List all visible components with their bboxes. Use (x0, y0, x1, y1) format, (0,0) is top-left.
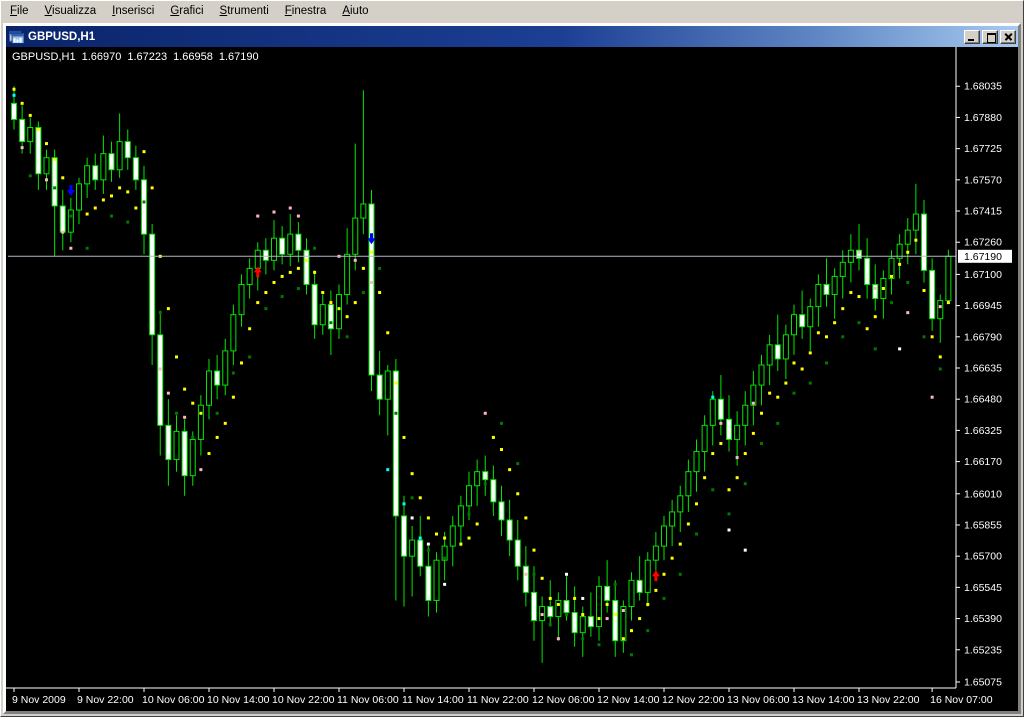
svg-text:10 Nov 22:00: 10 Nov 22:00 (272, 694, 335, 706)
svg-text:1.65235: 1.65235 (964, 644, 1002, 656)
svg-text:10 Nov 06:00: 10 Nov 06:00 (142, 694, 205, 706)
minimize-button[interactable] (964, 29, 980, 44)
svg-text:16 Nov 07:00: 16 Nov 07:00 (930, 694, 993, 706)
svg-text:1.65075: 1.65075 (964, 676, 1002, 688)
candles-group (11, 86, 952, 663)
svg-text:13 Nov 14:00: 13 Nov 14:00 (792, 694, 855, 706)
svg-text:12 Nov 06:00: 12 Nov 06:00 (532, 694, 595, 706)
quote-low: 1.66958 (173, 51, 213, 63)
svg-text:11 Nov 06:00: 11 Nov 06:00 (337, 694, 399, 706)
quote-open: 1.66970 (81, 51, 122, 63)
time-axis: 9 Nov 2009 9 Nov 22:00 10 Nov 06:00 10 Nov … (12, 688, 993, 706)
menu-bar: File Visualizza Inserisci Grafici Strume… (1, 1, 1023, 22)
price-axis: 1.68035 1.67880 1.67725 1.67570 1.67415 1.672… (956, 81, 1012, 688)
close-button[interactable] (1000, 29, 1016, 44)
ohlc-quote-line: GBPUSD,H1 1.66970 1.67223 1.66958 1.67190 (12, 51, 265, 63)
svg-text:1.67570: 1.67570 (964, 174, 1002, 186)
svg-text:1.66635: 1.66635 (964, 363, 1002, 375)
svg-text:1.66010: 1.66010 (964, 488, 1002, 500)
chart-window: GBPUSD,H1 GBPUSD,H1 1.66970 1.67223 1.66958… (3, 23, 1021, 714)
chart-window-title: GBPUSD,H1 (28, 30, 96, 43)
svg-text:1.66790: 1.66790 (964, 331, 1002, 343)
svg-text:1.67880: 1.67880 (964, 112, 1002, 124)
svg-text:12 Nov 22:00: 12 Nov 22:00 (662, 694, 725, 706)
svg-text:1.66480: 1.66480 (964, 394, 1002, 406)
quote-close: 1.67190 (218, 51, 259, 63)
svg-text:1.67100: 1.67100 (964, 269, 1002, 281)
menu-item-inserisci[interactable]: Inserisci (112, 5, 155, 17)
svg-text:13 Nov 22:00: 13 Nov 22:00 (857, 694, 920, 706)
menu-item-aiuto[interactable]: Aiuto (342, 5, 369, 17)
restore-icon (987, 32, 996, 43)
svg-text:1.65700: 1.65700 (964, 551, 1002, 563)
svg-text:1.65545: 1.65545 (964, 582, 1002, 594)
svg-text:13 Nov 06:00: 13 Nov 06:00 (727, 694, 790, 706)
indicator-dots-group (12, 87, 950, 657)
svg-text:12 Nov 14:00: 12 Nov 14:00 (597, 694, 660, 706)
svg-text:9 Nov 2009: 9 Nov 2009 (12, 694, 66, 706)
quote-high: 1.67223 (127, 51, 168, 63)
menu-item-grafici[interactable]: Grafici (170, 5, 204, 17)
svg-text:1.68035: 1.68035 (964, 81, 1002, 93)
current-price-label-bg (958, 249, 1012, 263)
chart-window-titlebar[interactable]: GBPUSD,H1 (6, 26, 1018, 47)
svg-text:11 Nov 22:00: 11 Nov 22:00 (467, 694, 529, 706)
svg-text:1.66170: 1.66170 (964, 456, 1002, 468)
minimize-icon (968, 38, 974, 41)
svg-text:1.65390: 1.65390 (964, 613, 1002, 625)
svg-text:1.66325: 1.66325 (964, 425, 1002, 437)
chart-area: GBPUSD,H1 1.66970 1.67223 1.66958 1.67190 1.… (6, 47, 1018, 711)
menu-item-finestra[interactable]: Finestra (284, 5, 327, 17)
svg-text:1.67415: 1.67415 (964, 206, 1002, 218)
svg-text:1.65855: 1.65855 (964, 519, 1002, 531)
svg-text:11 Nov 14:00: 11 Nov 14:00 (402, 694, 464, 706)
current-price-label: 1.67190 (964, 251, 1002, 263)
svg-text:10 Nov 14:00: 10 Nov 14:00 (207, 694, 270, 706)
svg-text:1.67260: 1.67260 (964, 237, 1002, 249)
menu-item-strumenti[interactable]: Strumenti (219, 5, 269, 17)
signal-arrows-group (66, 184, 660, 582)
menu-item-file[interactable]: File (10, 5, 29, 17)
svg-text:1.66945: 1.66945 (964, 300, 1002, 312)
svg-text:1.67725: 1.67725 (964, 143, 1002, 155)
restore-button[interactable] (982, 29, 998, 44)
candlestick-chart[interactable]: 1.68035 1.67880 1.67725 1.67570 1.67415 1.672… (6, 47, 1018, 713)
menu-item-visualizza[interactable]: Visualizza (44, 5, 97, 17)
svg-text:9 Nov 22:00: 9 Nov 22:00 (77, 694, 134, 706)
chart-window-icon[interactable] (9, 30, 24, 44)
quote-symbol: GBPUSD,H1 (12, 51, 76, 63)
